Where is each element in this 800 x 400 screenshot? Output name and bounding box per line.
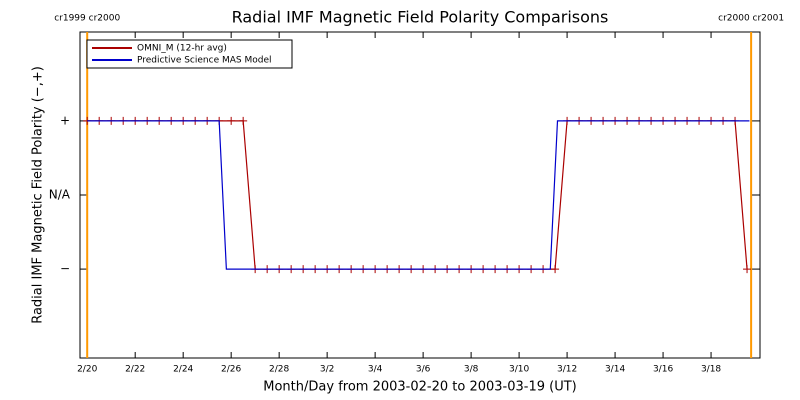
x-tick-label: 3/12 xyxy=(557,365,577,375)
x-tick-label: 3/4 xyxy=(368,365,383,375)
legend-label: OMNI_M (12-hr avg) xyxy=(137,44,227,54)
x-tick-label: 2/24 xyxy=(173,365,193,375)
point-marker xyxy=(743,265,752,274)
y-tick-label: − xyxy=(60,262,70,276)
x-tick-label: 2/26 xyxy=(221,365,241,375)
x-tick-label: 2/20 xyxy=(77,365,97,375)
legend-label: Predictive Science MAS Model xyxy=(137,56,272,66)
x-tick-label: 3/16 xyxy=(653,365,673,375)
x-tick-label: 3/8 xyxy=(464,365,479,375)
point-marker xyxy=(551,265,560,274)
x-axis-label: Month/Day from 2003-02-20 to 2003-03-19 … xyxy=(263,380,576,395)
annotation: cr1999 cr2000 xyxy=(54,14,120,24)
x-tick-label: 3/2 xyxy=(320,365,334,375)
annotation: cr2000 cr2001 xyxy=(718,14,784,24)
x-tick-label: 3/6 xyxy=(416,365,431,375)
x-tick-label: 3/18 xyxy=(701,365,721,375)
x-tick-label: 2/28 xyxy=(269,365,289,375)
legend-box xyxy=(86,39,293,69)
x-tick-label: 3/10 xyxy=(509,365,529,375)
y-tick-label: N/A xyxy=(49,188,71,202)
y-axis-label: Radial IMF Magnetic Field Polarity (−,+) xyxy=(31,66,46,324)
point-marker xyxy=(239,116,248,125)
x-tick-label: 3/14 xyxy=(605,365,625,375)
x-tick-label: 2/22 xyxy=(125,365,145,375)
series-line xyxy=(87,120,750,270)
point-marker xyxy=(227,116,236,125)
chart-title: Radial IMF Magnetic Field Polarity Compa… xyxy=(232,8,609,27)
y-tick-label: + xyxy=(60,113,70,127)
